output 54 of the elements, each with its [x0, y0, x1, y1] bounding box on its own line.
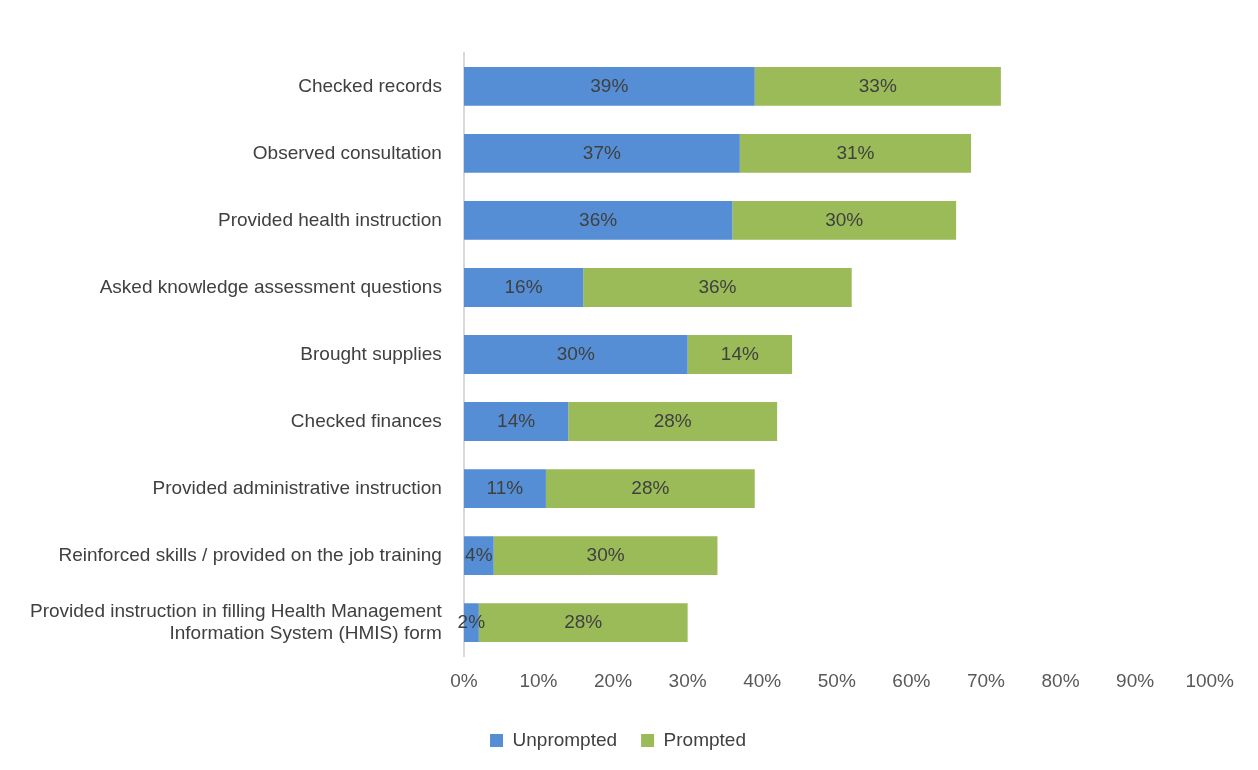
y-tick-label: Provided instruction in filling Health Management Information System (HMIS) form	[30, 599, 443, 644]
x-tick-label: 80%	[1041, 669, 1080, 691]
x-tick-label: 40%	[743, 669, 782, 691]
data-label: 28%	[653, 409, 692, 431]
bar	[463, 268, 584, 307]
x-tick-label: 0%	[450, 669, 478, 691]
data-label: 33%	[858, 74, 897, 96]
x-tick-label: 30%	[668, 669, 707, 691]
data-label: 16%	[504, 275, 543, 297]
data-label: 14%	[720, 342, 759, 364]
bar	[463, 402, 569, 441]
bar	[583, 268, 852, 307]
data-label: 36%	[698, 275, 737, 297]
bar	[463, 335, 688, 374]
y-tick-label: Provided administrative instruction	[152, 476, 442, 498]
bar	[463, 469, 546, 509]
x-tick-label: 10%	[519, 669, 558, 691]
y-tick-label: Asked knowledge assessment questions	[99, 275, 442, 297]
y-tick-label: Checked finances	[290, 409, 442, 431]
x-tick-label: 70%	[966, 669, 1006, 691]
data-label: 30%	[586, 543, 625, 565]
bar	[568, 402, 778, 441]
legend-label: Prompted	[663, 728, 746, 750]
y-tick-label: Checked records	[298, 74, 442, 96]
data-label: 28%	[631, 476, 670, 498]
x-tick-label: 50%	[817, 669, 856, 691]
data-label: 30%	[556, 342, 595, 364]
data-label: 4%	[465, 543, 493, 565]
bar	[545, 469, 755, 509]
y-tick-label: Brought supplies	[300, 342, 442, 364]
x-tick-label: 90%	[1116, 669, 1155, 691]
bar	[463, 133, 740, 173]
bar	[732, 200, 957, 240]
x-tick-label: 20%	[594, 669, 633, 691]
y-tick-label: Reinforced skills / provided on the job training	[58, 543, 442, 565]
y-tick-label: Observed consultation	[252, 141, 442, 163]
bar	[493, 536, 718, 576]
data-label: 30%	[825, 208, 864, 230]
data-label: 28%	[564, 610, 603, 632]
bar	[463, 200, 733, 240]
legend-label: Unprompted	[512, 728, 618, 750]
y-tick-label: Provided health instruction	[217, 208, 442, 230]
bar	[739, 133, 972, 173]
x-tick-label: 60%	[892, 669, 931, 691]
data-label: 14%	[497, 409, 536, 431]
data-label: 37%	[582, 141, 621, 163]
data-label: 11%	[486, 476, 524, 498]
bar	[754, 66, 1001, 106]
x-tick-label: 100%	[1185, 669, 1235, 691]
data-label: 36%	[579, 208, 618, 230]
bar	[687, 335, 793, 374]
data-label: 39%	[590, 74, 629, 96]
bar	[463, 66, 755, 106]
data-label: 31%	[836, 141, 875, 163]
